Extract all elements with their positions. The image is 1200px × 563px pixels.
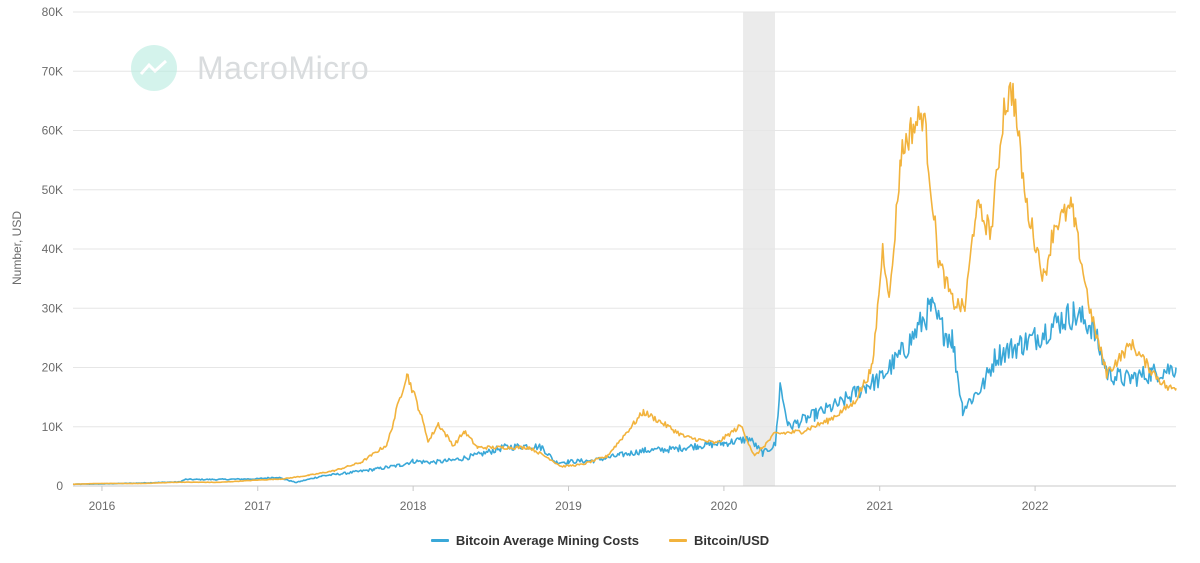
x-axis-ticks: 2016 2017 2018 2019 2020 2021 2022 — [89, 486, 1049, 513]
series-lines — [72, 81, 1177, 486]
gridlines — [73, 11, 1176, 487]
legend-swatch-mining — [430, 539, 449, 542]
y-tick-label: 80K — [42, 5, 63, 19]
x-tick-label: 2022 — [1022, 499, 1049, 513]
y-tick-label: 30K — [42, 301, 63, 315]
y-tick-label: 10K — [42, 420, 63, 434]
legend-swatch-price — [669, 539, 688, 542]
y-tick-label: 40K — [42, 242, 63, 256]
y-tick-label: 20K — [42, 361, 63, 375]
watermark: MacroMicro — [131, 45, 369, 91]
legend-item-bitcoin-usd[interactable]: Bitcoin/USD — [669, 533, 769, 548]
y-tick-label: 70K — [42, 64, 63, 78]
y-axis-ticks: 0 10K 20K 30K 40K 50K 60K 70K 80K — [42, 5, 64, 493]
x-tick-label: 2019 — [555, 499, 582, 513]
y-tick-label: 0 — [56, 479, 63, 493]
legend-item-mining-costs[interactable]: Bitcoin Average Mining Costs — [430, 533, 640, 548]
legend: Bitcoin Average Mining Costs Bitcoin/USD — [0, 533, 1200, 548]
x-tick-label: 2017 — [244, 499, 271, 513]
y-tick-label: 50K — [42, 183, 63, 197]
y-axis-title: Number, USD — [10, 211, 24, 285]
x-tick-label: 2020 — [711, 499, 738, 513]
series-line-mining-costs — [72, 296, 1177, 486]
x-tick-label: 2018 — [400, 499, 427, 513]
series-line-bitcoin-usd — [72, 81, 1177, 486]
legend-label: Bitcoin/USD — [694, 533, 770, 548]
y-tick-label: 60K — [42, 124, 63, 138]
x-tick-label: 2021 — [866, 499, 893, 513]
x-tick-label: 2016 — [89, 499, 116, 513]
macromicro-logo-icon — [131, 45, 177, 91]
watermark-text: MacroMicro — [197, 49, 370, 86]
legend-label: Bitcoin Average Mining Costs — [455, 533, 640, 548]
